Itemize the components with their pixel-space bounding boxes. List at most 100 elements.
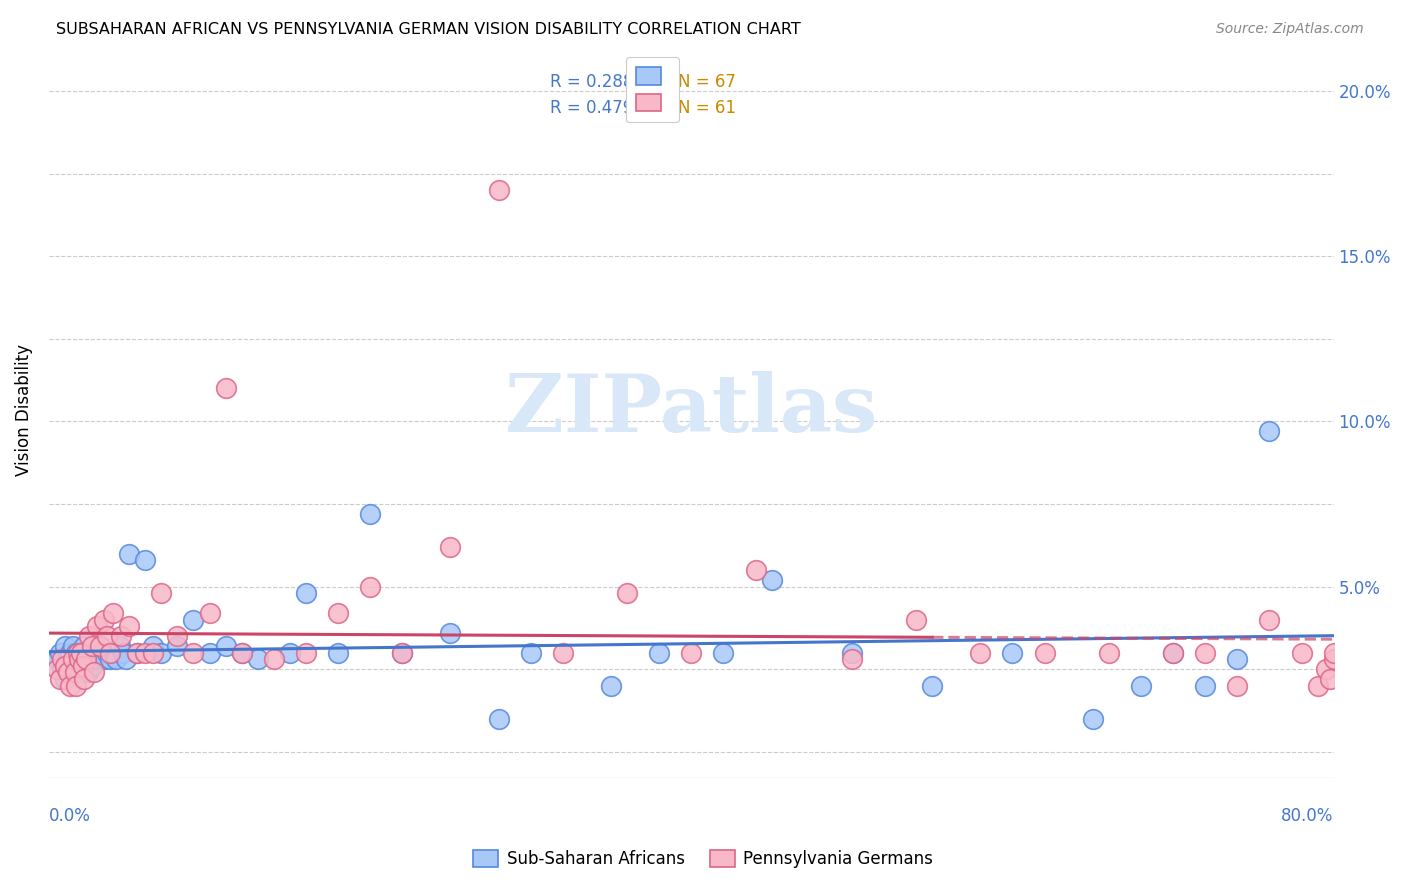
Point: [166, 629, 188, 643]
Point: [110, 629, 132, 643]
Point: [49, 646, 72, 660]
Point: [77, 629, 100, 643]
Point: [118, 619, 141, 633]
Point: [98, 646, 121, 660]
Legend: Sub-Saharan Africans, Pennsylvania Germans: Sub-Saharan Africans, Pennsylvania Germa…: [467, 843, 939, 875]
Point: [118, 547, 141, 561]
Point: [58, 652, 80, 666]
Point: [744, 563, 766, 577]
Point: [51, 652, 73, 666]
Point: [91, 646, 114, 660]
Point: [105, 652, 128, 666]
Point: [115, 652, 138, 666]
Point: [1226, 679, 1249, 693]
Point: [1194, 646, 1216, 660]
Point: [127, 646, 149, 660]
Point: [62, 639, 84, 653]
Point: [60, 658, 83, 673]
Point: [63, 658, 86, 673]
Point: [183, 646, 205, 660]
Point: [98, 652, 121, 666]
Point: [58, 665, 80, 680]
Point: [59, 679, 82, 693]
Point: [1319, 672, 1341, 686]
Point: [142, 646, 165, 660]
Point: [969, 646, 991, 660]
Point: [1306, 679, 1329, 693]
Point: [65, 646, 87, 660]
Point: [326, 646, 349, 660]
Point: [278, 646, 301, 660]
Point: [73, 639, 96, 653]
Point: [1161, 646, 1184, 660]
Point: [921, 679, 943, 693]
Point: [103, 606, 125, 620]
Point: [1001, 646, 1024, 660]
Point: [1323, 646, 1346, 660]
Point: [46, 662, 69, 676]
Point: [108, 639, 131, 653]
Point: [75, 658, 97, 673]
Point: [150, 646, 173, 660]
Text: 0.0%: 0.0%: [49, 807, 91, 825]
Point: [80, 646, 103, 660]
Point: [142, 639, 165, 653]
Y-axis label: Vision Disability: Vision Disability: [15, 344, 32, 476]
Point: [53, 658, 76, 673]
Point: [127, 646, 149, 660]
Legend: , : ,: [626, 57, 679, 122]
Point: [82, 639, 104, 653]
Point: [82, 658, 104, 673]
Point: [150, 586, 173, 600]
Point: [93, 613, 115, 627]
Point: [1258, 425, 1281, 439]
Point: [295, 586, 318, 600]
Point: [1291, 646, 1313, 660]
Point: [89, 639, 111, 653]
Point: [183, 613, 205, 627]
Point: [53, 672, 76, 686]
Point: [53, 639, 76, 653]
Point: [1194, 679, 1216, 693]
Point: [439, 625, 461, 640]
Point: [551, 646, 574, 660]
Point: [86, 646, 108, 660]
Point: [600, 679, 623, 693]
Point: [72, 658, 94, 673]
Point: [65, 679, 87, 693]
Point: [134, 553, 156, 567]
Point: [1323, 652, 1346, 666]
Point: [83, 652, 105, 666]
Point: [1315, 662, 1337, 676]
Point: [681, 646, 703, 660]
Point: [841, 652, 863, 666]
Text: R = 0.288: R = 0.288: [550, 73, 633, 91]
Point: [49, 672, 72, 686]
Point: [761, 573, 783, 587]
Text: 80.0%: 80.0%: [1281, 807, 1334, 825]
Point: [62, 665, 84, 680]
Point: [214, 639, 236, 653]
Point: [166, 639, 188, 653]
Point: [905, 613, 928, 627]
Point: [488, 183, 510, 197]
Text: N = 67: N = 67: [679, 73, 737, 91]
Point: [66, 652, 89, 666]
Point: [1081, 712, 1104, 726]
Point: [51, 662, 73, 676]
Point: [1129, 679, 1152, 693]
Point: [72, 652, 94, 666]
Point: [96, 646, 118, 660]
Point: [648, 646, 671, 660]
Point: [231, 646, 253, 660]
Point: [70, 646, 93, 660]
Point: [75, 652, 97, 666]
Point: [134, 646, 156, 660]
Point: [89, 639, 111, 653]
Point: [359, 507, 381, 521]
Point: [111, 646, 134, 660]
Point: [1161, 646, 1184, 660]
Point: [103, 646, 125, 660]
Point: [713, 646, 735, 660]
Point: [62, 652, 84, 666]
